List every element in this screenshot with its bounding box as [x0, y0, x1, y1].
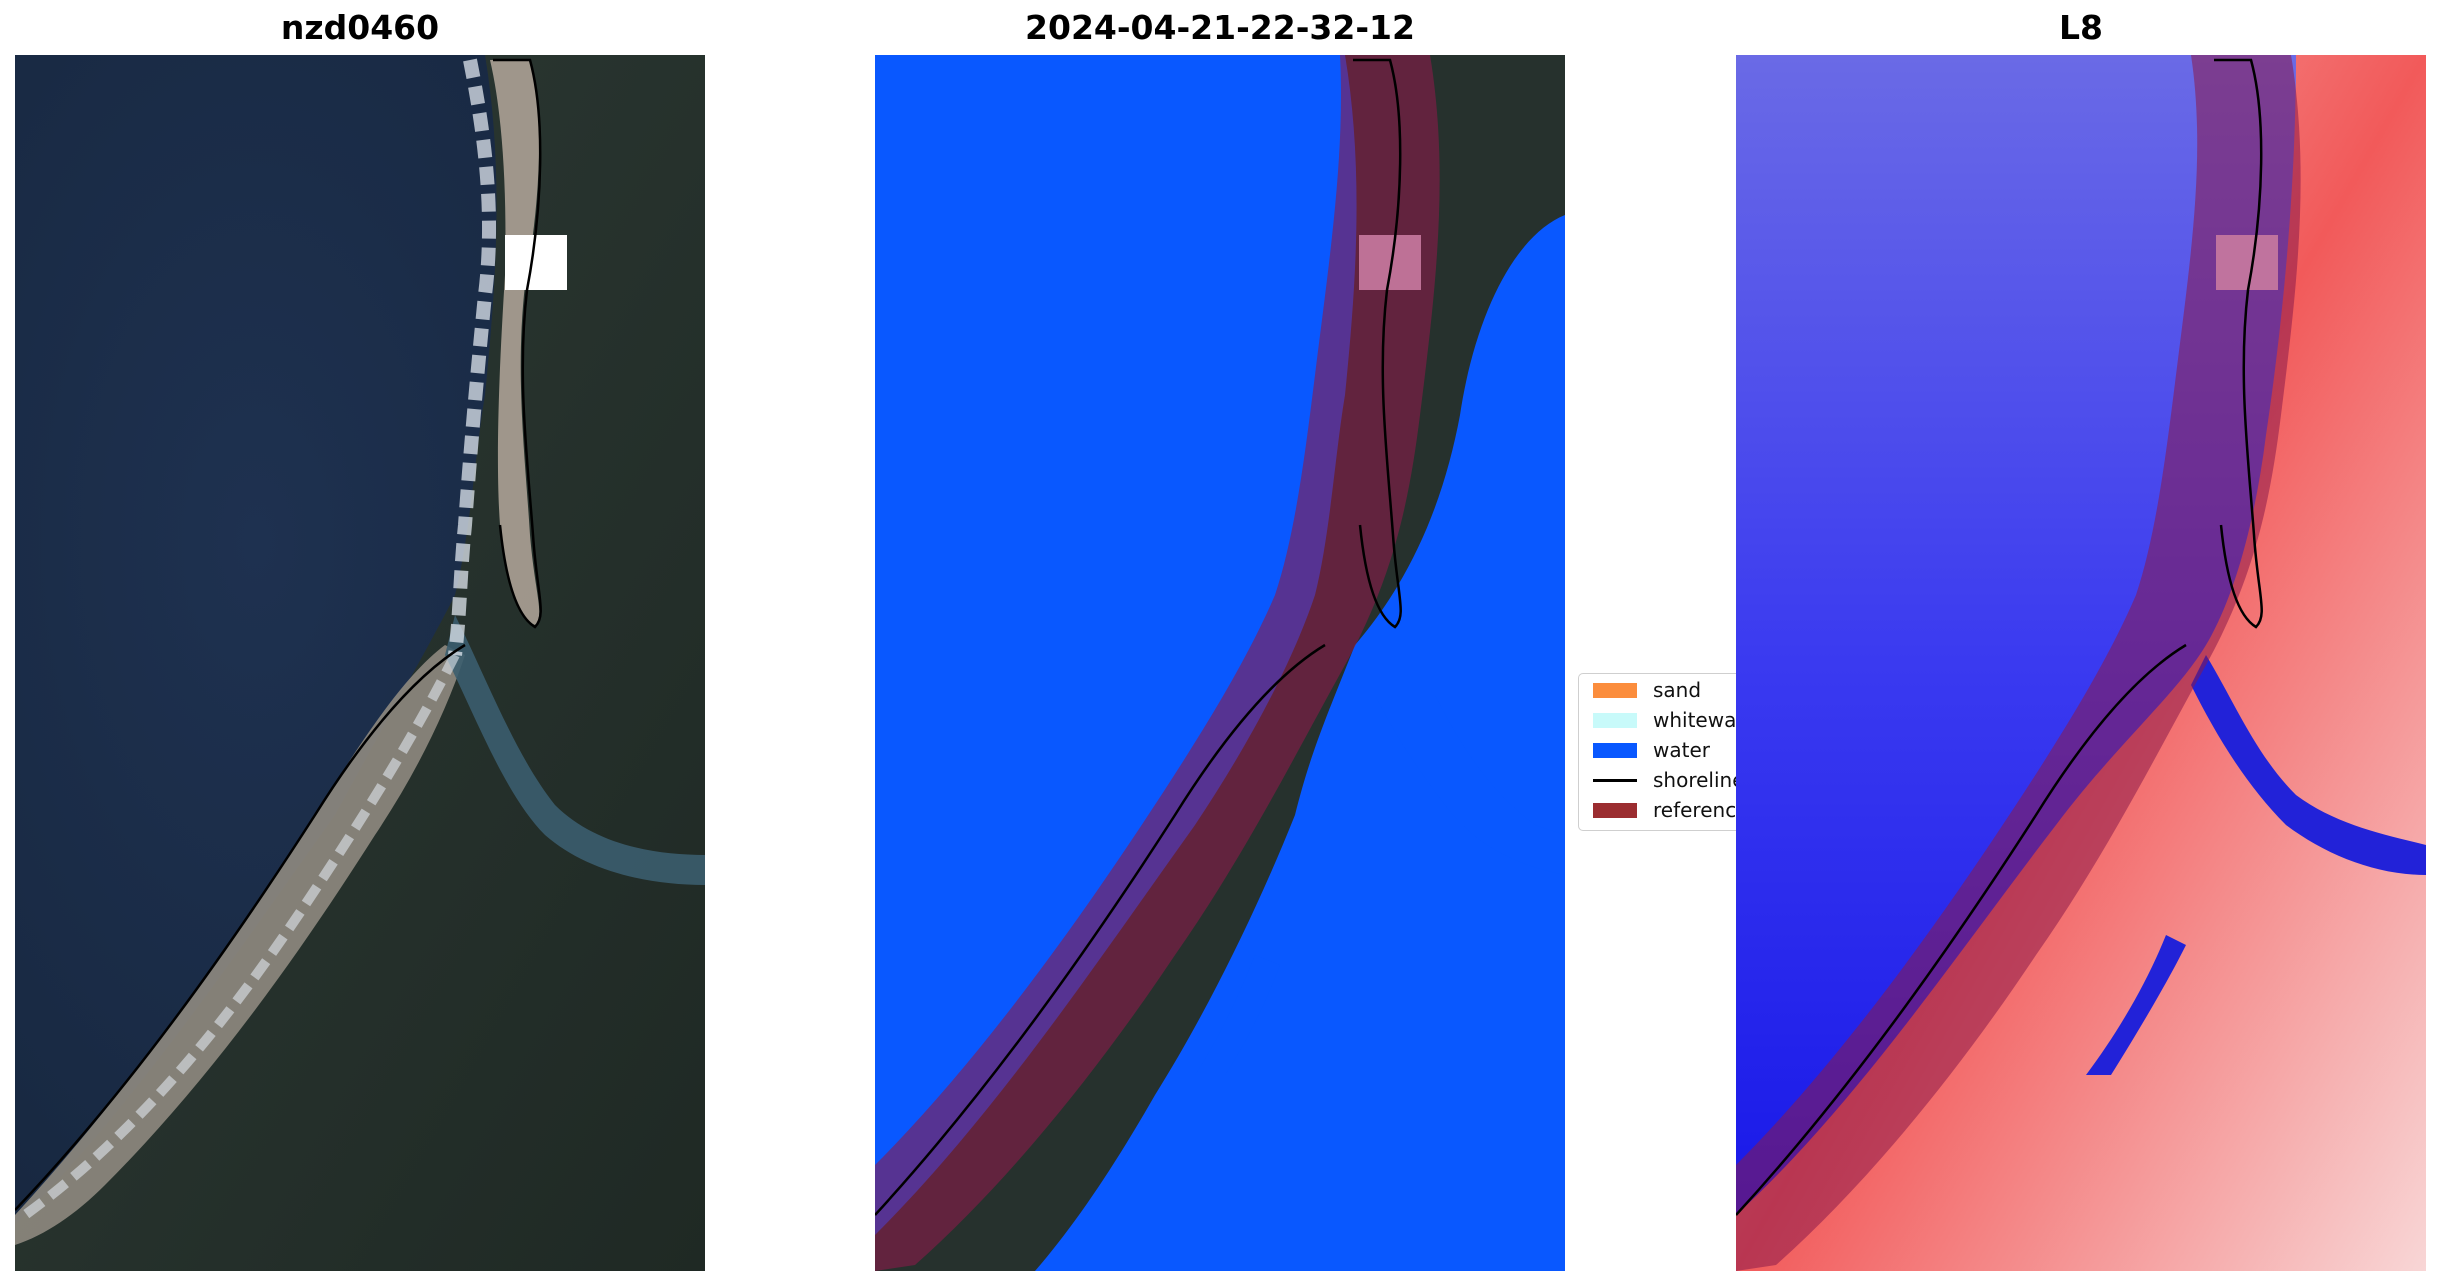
- legend-item-water: water: [1587, 736, 1779, 764]
- lagoon-index: [2086, 935, 2186, 1075]
- surf-zone-south: [22, 652, 460, 1220]
- legend-item-shoreline: shoreline: [1587, 766, 1779, 794]
- river-water: [1375, 695, 1565, 875]
- index-image-panel: [1736, 55, 2426, 1271]
- sand-swatch-icon: [1593, 683, 1637, 698]
- rgb-image-panel: [15, 55, 705, 1271]
- legend-item-sand: sand: [1587, 676, 1779, 704]
- shoreline-line: [875, 643, 1326, 1216]
- shoreline-line-icon: [1593, 779, 1637, 782]
- lagoon-water: [1195, 955, 1280, 1075]
- sand-beach-south: [15, 645, 465, 1245]
- whitewater-swatch-icon: [1593, 713, 1637, 728]
- river-channel: [445, 615, 705, 885]
- legend-item-reference: reference: [1587, 796, 1779, 824]
- shoreline-line-north: [1353, 58, 1402, 629]
- legend-label: shoreline: [1653, 768, 1745, 792]
- cloud-mask: [2216, 235, 2278, 290]
- river-index: [2191, 655, 2426, 875]
- land-index-area: [1736, 55, 2426, 1271]
- shoreline-line: [15, 643, 466, 1211]
- legend-label: water: [1653, 738, 1710, 762]
- legend-label: reference: [1653, 798, 1749, 822]
- sand-spit-north: [490, 60, 540, 625]
- panel-title-index: L8: [2059, 8, 2103, 47]
- surf-zone: [448, 58, 496, 656]
- shoreline-line-north: [493, 58, 542, 629]
- legend-label: sand: [1653, 678, 1702, 702]
- panel-title-classified: 2024-04-21-22-32-12: [1025, 8, 1415, 47]
- reference-swatch-icon: [1593, 803, 1637, 818]
- water-swatch-icon: [1593, 743, 1637, 758]
- shoreline-line-north: [2214, 58, 2263, 629]
- land-area: [15, 55, 705, 1271]
- panel-title-rgb: nzd0460: [280, 8, 440, 47]
- cloud-mask: [1359, 235, 1421, 290]
- shoreline-line: [1736, 643, 2187, 1216]
- classified-image-panel: [875, 55, 1565, 1271]
- cloud-mask: [505, 235, 567, 290]
